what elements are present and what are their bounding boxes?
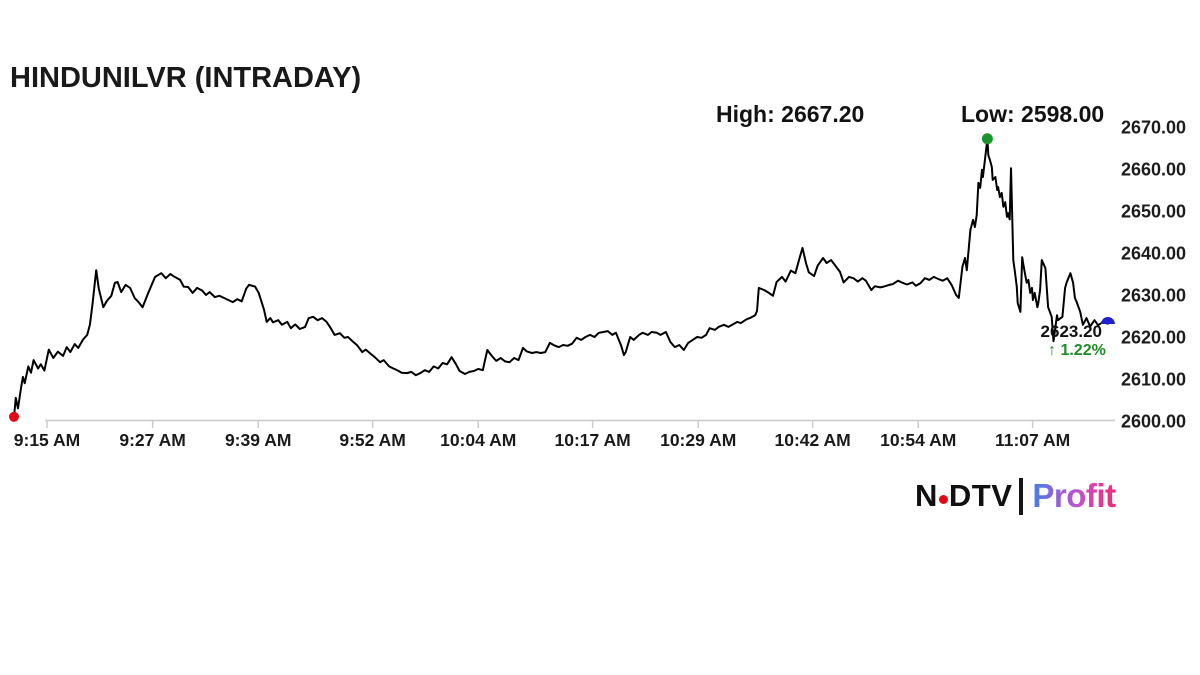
ndtv-profit-logo: N DTV Profit (915, 474, 1116, 518)
x-axis-tick-label: 9:52 AM (339, 430, 405, 450)
price-line (13, 137, 1109, 418)
x-axis-tick-label: 9:15 AM (14, 430, 80, 450)
change-percent-label: ↑ 1.22% (1048, 342, 1106, 359)
y-axis-tick-label: 2600.00 (1121, 412, 1186, 432)
logo-separator-bar (1019, 477, 1024, 515)
ndtv-letter-n: N (915, 478, 938, 513)
low-annotation: Low: 2598.00 (961, 101, 1105, 127)
x-axis-tick-label: 10:42 AM (775, 430, 851, 450)
ndtv-wordmark: N DTV (915, 478, 1012, 514)
x-axis-tick-label: 10:54 AM (880, 430, 956, 450)
profit-wordmark: Profit (1032, 477, 1116, 514)
last-price-marker-dot (1100, 317, 1115, 325)
y-axis-tick-label: 2630.00 (1121, 286, 1186, 306)
ndtv-red-dot-icon (938, 494, 948, 504)
last-price-label: 2623.20 (1040, 322, 1102, 341)
ndtv-letters-dtv: DTV (948, 478, 1013, 513)
y-axis-tick-label: 2640.00 (1121, 244, 1186, 264)
session-high-marker-dot (981, 133, 993, 145)
y-axis-tick-label: 2610.00 (1121, 370, 1186, 390)
y-axis-tick-label: 2670.00 (1121, 118, 1186, 138)
x-axis-tick-label: 9:39 AM (225, 430, 291, 450)
x-axis-tick-label: 10:04 AM (440, 430, 516, 450)
page-title: HINDUNILVR (INTRADAY) (10, 62, 362, 94)
y-axis-tick-label: 2660.00 (1121, 160, 1186, 180)
open-low-marker-dot (9, 411, 19, 422)
high-annotation: High: 2667.20 (716, 101, 865, 127)
x-axis-tick-label: 11:07 AM (995, 430, 1070, 450)
y-axis-tick-label: 2650.00 (1121, 202, 1186, 222)
x-axis-tick-label: 10:29 AM (660, 430, 736, 450)
x-axis-tick-label: 9:27 AM (119, 430, 185, 450)
y-axis-tick-label: 2620.00 (1121, 328, 1186, 348)
x-axis-tick-label: 10:17 AM (555, 430, 631, 450)
